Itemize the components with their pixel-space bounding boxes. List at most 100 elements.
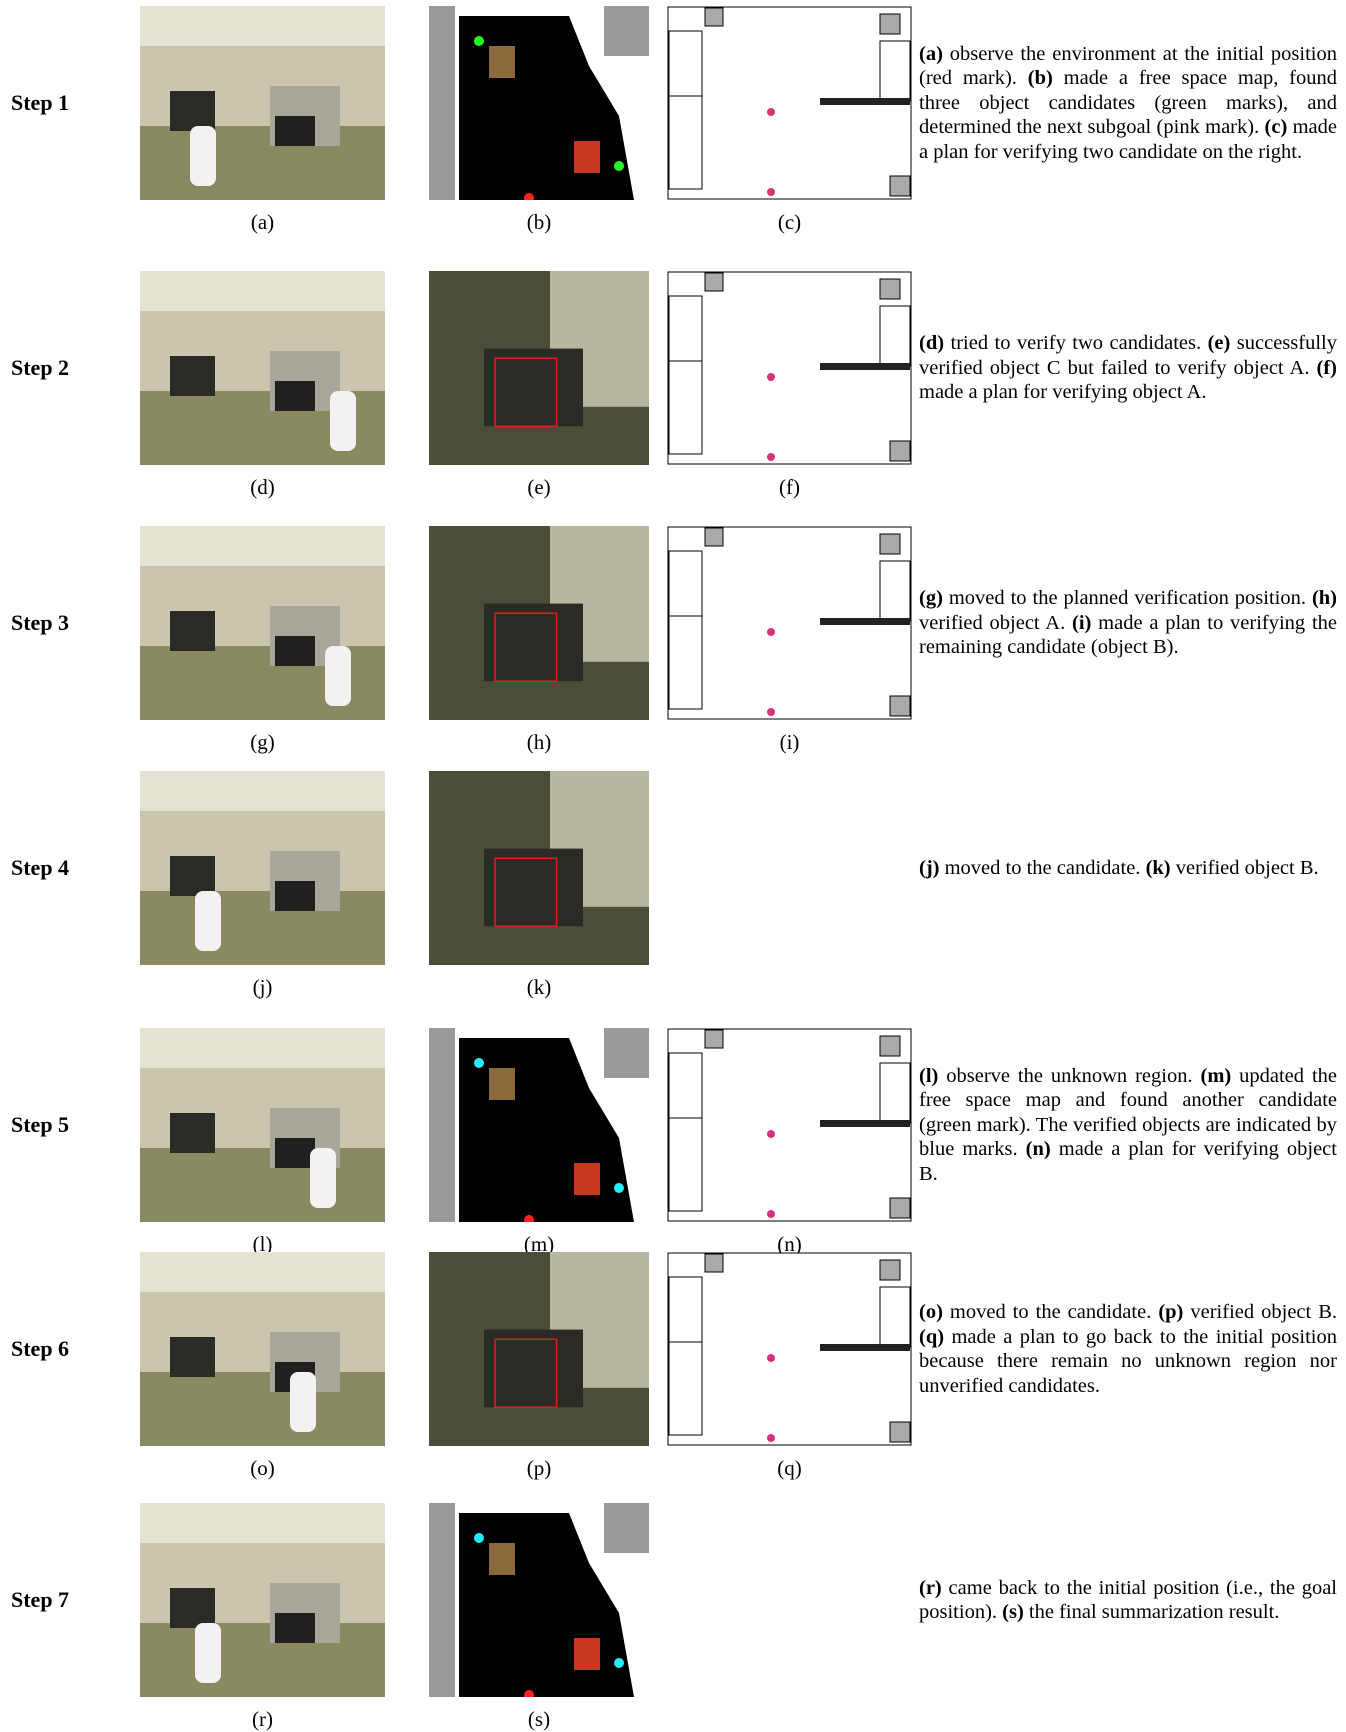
unknown bbox=[604, 6, 649, 56]
panel-caption: (r) bbox=[233, 1707, 293, 1732]
object bbox=[489, 46, 515, 78]
floor bbox=[140, 126, 385, 200]
description-text: moved to the planned verification positi… bbox=[943, 587, 1312, 609]
robot bbox=[310, 1148, 336, 1208]
desk bbox=[484, 1330, 583, 1408]
figure-panel bbox=[429, 1252, 649, 1446]
panel-caption: (k) bbox=[509, 975, 569, 1000]
page: {"steps":[ {"label":"Step 1","panels":["… bbox=[0, 0, 1346, 1722]
start-mark bbox=[767, 1210, 775, 1218]
step-label: Step 7 bbox=[11, 1587, 69, 1613]
step-description: (o) moved to the candidate. (p) verified… bbox=[919, 1300, 1337, 1398]
unknown bbox=[604, 1028, 649, 1078]
figure-panel bbox=[429, 1503, 649, 1697]
desk bbox=[484, 349, 583, 427]
step-label: Step 3 bbox=[11, 610, 69, 636]
figure-panel bbox=[667, 1028, 912, 1222]
desk bbox=[484, 849, 583, 927]
description-text: tried to verify two candidates. bbox=[944, 332, 1208, 354]
shelf bbox=[170, 91, 215, 131]
pillar bbox=[890, 441, 910, 461]
pillar bbox=[705, 1254, 723, 1272]
panel-ref: (e) bbox=[1208, 332, 1231, 354]
wall bbox=[820, 363, 910, 370]
object bbox=[489, 1068, 515, 1100]
candidate-mark bbox=[614, 1183, 624, 1193]
candidate-mark bbox=[614, 1658, 624, 1668]
unknown bbox=[429, 1503, 455, 1697]
desk bbox=[275, 881, 315, 911]
figure-panel bbox=[667, 6, 912, 200]
panel-ref: (f) bbox=[1317, 357, 1337, 379]
figure-panel bbox=[429, 1028, 649, 1222]
description-text: the final summarization result. bbox=[1024, 1601, 1280, 1623]
desk bbox=[275, 116, 315, 146]
floor bbox=[140, 1623, 385, 1697]
desk bbox=[275, 1138, 315, 1168]
start-mark bbox=[767, 1434, 775, 1442]
floor bbox=[140, 1372, 385, 1446]
start-mark bbox=[767, 708, 775, 716]
panel-ref: (m) bbox=[1201, 1065, 1232, 1087]
ceiling bbox=[140, 1028, 385, 1068]
description-text: verified object B. bbox=[1183, 1301, 1337, 1323]
ceiling bbox=[140, 6, 385, 46]
ceiling bbox=[140, 1503, 385, 1543]
panel-ref: (q) bbox=[919, 1326, 944, 1348]
pillar bbox=[705, 8, 723, 26]
description-text: made a plan to go back to the initial po… bbox=[919, 1326, 1337, 1397]
subgoal-mark bbox=[767, 628, 775, 636]
figure-panel bbox=[667, 271, 912, 465]
panel-caption: (a) bbox=[233, 210, 293, 235]
panel-caption: (b) bbox=[509, 210, 569, 235]
description-text: made a plan for verifying object A. bbox=[919, 381, 1206, 403]
shelf bbox=[170, 1588, 215, 1628]
pillar bbox=[705, 528, 723, 546]
figure-panel bbox=[140, 1252, 385, 1446]
figure-panel bbox=[429, 271, 649, 465]
step-label: Step 1 bbox=[11, 90, 69, 116]
object bbox=[574, 141, 600, 173]
pillar bbox=[705, 273, 723, 291]
ceiling bbox=[140, 526, 385, 566]
panel-caption: (g) bbox=[233, 730, 293, 755]
ceiling bbox=[140, 1252, 385, 1292]
robot bbox=[190, 126, 216, 186]
description-text: observe the unknown region. bbox=[938, 1065, 1200, 1087]
shelf bbox=[170, 856, 215, 896]
robot bbox=[330, 391, 356, 451]
pillar bbox=[890, 696, 910, 716]
pillar bbox=[890, 1422, 910, 1442]
panel-ref: (g) bbox=[919, 587, 943, 609]
panel-ref: (j) bbox=[919, 857, 939, 879]
panel-caption: (e) bbox=[509, 475, 569, 500]
description-text: verified object B. bbox=[1171, 857, 1319, 879]
figure-panel bbox=[140, 271, 385, 465]
figure-panel bbox=[140, 1503, 385, 1697]
desk bbox=[275, 1613, 315, 1643]
pillar bbox=[705, 1030, 723, 1048]
unknown bbox=[429, 6, 455, 200]
figure-panel bbox=[667, 526, 912, 720]
floor bbox=[140, 891, 385, 965]
shelf bbox=[170, 1113, 215, 1153]
figure-panel bbox=[140, 6, 385, 200]
figure-panel bbox=[140, 1028, 385, 1222]
wall bbox=[820, 1120, 910, 1127]
panel-ref: (c) bbox=[1265, 116, 1288, 138]
description-text: moved to the candidate. bbox=[943, 1301, 1158, 1323]
step-label: Step 4 bbox=[11, 855, 69, 881]
wall bbox=[820, 618, 910, 625]
panel-caption: (d) bbox=[233, 475, 293, 500]
robot bbox=[290, 1372, 316, 1432]
panel-ref: (a) bbox=[919, 43, 943, 65]
robot bbox=[195, 1623, 221, 1683]
floor bbox=[140, 1148, 385, 1222]
step-description: (a) observe the environment at the initi… bbox=[919, 42, 1337, 165]
figure-panel bbox=[667, 1252, 912, 1446]
shelf bbox=[170, 611, 215, 651]
candidate-mark bbox=[474, 36, 484, 46]
wall bbox=[820, 98, 910, 105]
figure-panel bbox=[140, 771, 385, 965]
object bbox=[574, 1638, 600, 1670]
